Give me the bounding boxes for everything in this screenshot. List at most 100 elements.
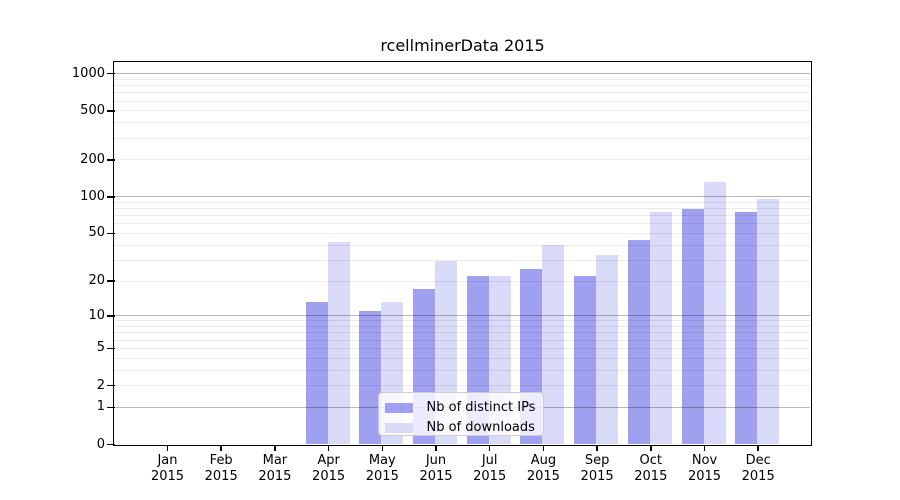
y-tick-label-10: 10 xyxy=(88,307,105,323)
gridline-9 xyxy=(114,320,810,322)
gridline-900 xyxy=(114,78,810,80)
legend-label-downloads: Nb of downloads xyxy=(426,420,535,435)
x-tick-month-sep: Sep xyxy=(584,453,610,468)
x-tick-label-jun: Jun 2015 xyxy=(396,453,476,484)
x-tick-label-apr: Apr 2015 xyxy=(289,453,369,484)
bar-downloads-nov xyxy=(703,182,726,444)
y-tick-mark-200 xyxy=(106,159,115,161)
legend-entry-distinct-ips: Nb of distinct IPs xyxy=(384,398,536,417)
x-tick-label-nov: Nov 2015 xyxy=(665,453,745,484)
bar-distinct-ips-sep xyxy=(574,275,597,444)
gridline-70 xyxy=(114,215,810,217)
gridline-30 xyxy=(114,259,810,261)
gridline-200 xyxy=(114,159,810,161)
gridline-700 xyxy=(114,92,810,94)
y-tick-mark-50 xyxy=(106,232,115,235)
y-tick-mark-2 xyxy=(106,384,115,387)
x-tick-label-feb: Feb 2015 xyxy=(181,453,261,484)
bar-distinct-ips-oct xyxy=(627,239,650,444)
x-tick-mark-jun xyxy=(435,446,437,451)
x-tick-year-apr: 2015 xyxy=(312,468,346,484)
grid-layer xyxy=(114,62,810,445)
x-tick-mark-mar xyxy=(274,446,276,451)
y-tick-label-1: 1 xyxy=(96,399,105,415)
y-tick-mark-1000 xyxy=(106,72,115,75)
gridline-100 xyxy=(114,196,810,198)
x-tick-label-mar: Mar 2015 xyxy=(235,453,315,484)
x-tick-year-dec: 2015 xyxy=(741,468,775,484)
x-tick-label-jul: Jul 2015 xyxy=(450,453,530,484)
y-tick-label-100: 100 xyxy=(80,188,105,204)
x-tick-mark-oct xyxy=(650,446,652,451)
y-tick-label-5: 5 xyxy=(96,340,105,356)
gridline-2 xyxy=(114,385,810,387)
gridline-50 xyxy=(114,232,810,234)
bar-distinct-ips-nov xyxy=(681,209,704,444)
gridline-7 xyxy=(114,332,810,334)
y-tick-label-20: 20 xyxy=(88,273,105,289)
x-tick-label-may: May 2015 xyxy=(342,453,422,484)
x-tick-year-oct: 2015 xyxy=(634,468,668,484)
y-tick-label-50: 50 xyxy=(88,225,105,241)
x-tick-mark-dec xyxy=(757,446,759,451)
x-tick-mark-aug xyxy=(542,446,545,451)
x-tick-mark-nov xyxy=(703,446,706,451)
x-tick-month-apr: Apr xyxy=(317,453,340,468)
x-tick-mark-feb xyxy=(220,446,222,451)
y-tick-label-500: 500 xyxy=(80,102,105,118)
x-tick-year-feb: 2015 xyxy=(204,468,238,484)
x-tick-month-mar: Mar xyxy=(262,453,288,468)
x-tick-month-nov: Nov xyxy=(691,453,718,468)
y-tick-label-2: 2 xyxy=(96,377,105,393)
bar-downloads-apr xyxy=(327,242,350,444)
x-tick-month-oct: Oct xyxy=(639,453,663,468)
y-tick-mark-100 xyxy=(106,196,115,198)
legend-swatch-downloads xyxy=(384,422,413,433)
chart-title: rcellminerData 2015 xyxy=(380,36,545,55)
y-tick-mark-0 xyxy=(106,443,115,446)
x-tick-mark-jan xyxy=(166,446,169,451)
bar-downloads-sep xyxy=(596,254,619,444)
gridline-600 xyxy=(114,100,810,102)
x-tick-year-jun: 2015 xyxy=(419,468,453,484)
x-tick-year-may: 2015 xyxy=(365,468,399,484)
x-tick-mark-jul xyxy=(488,446,491,451)
x-tick-month-dec: Dec xyxy=(745,453,771,468)
gridline-300 xyxy=(114,137,810,139)
gridline-90 xyxy=(114,201,810,203)
bar-downloads-aug xyxy=(542,244,565,444)
gridline-1000 xyxy=(114,73,810,75)
x-tick-month-jul: Jul xyxy=(481,453,498,468)
gridline-400 xyxy=(114,122,810,124)
gridline-40 xyxy=(114,244,810,246)
x-tick-label-jan: Jan 2015 xyxy=(128,453,208,484)
y-tick-label-0: 0 xyxy=(96,436,105,452)
gridline-3 xyxy=(114,369,810,371)
gridline-6 xyxy=(114,339,810,341)
legend-entry-downloads: Nb of downloads xyxy=(384,418,535,437)
x-tick-year-jul: 2015 xyxy=(473,468,507,484)
x-tick-label-aug: Aug 2015 xyxy=(503,453,583,484)
y-tick-mark-1 xyxy=(106,406,115,409)
bar-downloads-oct xyxy=(649,212,672,444)
x-tick-label-dec: Dec 2015 xyxy=(718,453,798,484)
x-tick-mark-sep xyxy=(596,446,598,451)
x-tick-mark-apr xyxy=(327,446,330,451)
y-tick-mark-500 xyxy=(106,110,115,112)
y-tick-mark-10 xyxy=(106,315,115,317)
legend: Nb of distinct IPs Nb of downloads xyxy=(377,392,544,437)
x-tick-label-sep: Sep 2015 xyxy=(557,453,637,484)
legend-swatch-distinct-ips xyxy=(384,402,413,413)
x-tick-year-aug: 2015 xyxy=(526,468,560,484)
x-tick-year-jan: 2015 xyxy=(150,468,185,484)
x-tick-month-aug: Aug xyxy=(530,453,557,468)
gridline-500 xyxy=(114,110,810,112)
x-tick-month-jan: Jan xyxy=(157,453,178,468)
legend-label-distinct-ips: Nb of distinct IPs xyxy=(426,400,536,415)
gridline-60 xyxy=(114,223,810,225)
bar-distinct-ips-dec xyxy=(735,212,758,444)
y-tick-mark-5 xyxy=(106,347,115,350)
y-tick-mark-20 xyxy=(106,280,115,282)
y-tick-label-200: 200 xyxy=(80,151,105,167)
